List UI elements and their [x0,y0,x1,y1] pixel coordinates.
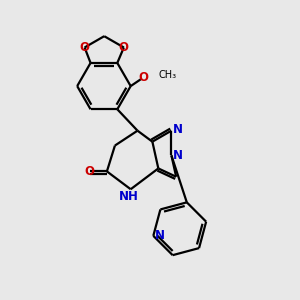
Text: NH: NH [119,190,139,203]
Text: O: O [84,165,94,178]
Text: O: O [119,41,129,54]
Text: CH₃: CH₃ [158,70,176,80]
Text: N: N [173,149,183,162]
Text: O: O [80,41,90,54]
Text: O: O [138,71,148,84]
Text: N: N [173,123,183,136]
Text: N: N [155,229,165,242]
